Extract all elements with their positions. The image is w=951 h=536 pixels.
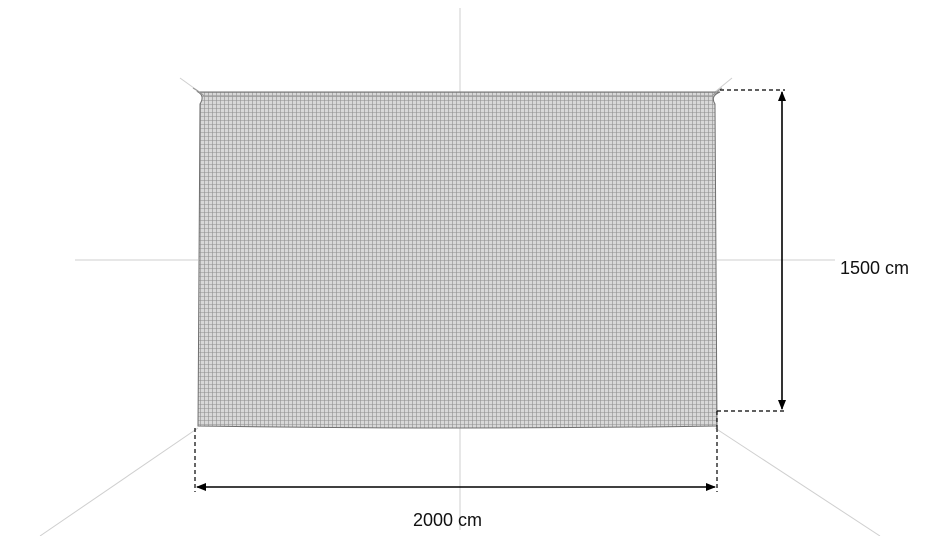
mesh-top-edge <box>192 87 723 97</box>
guide-line-diagonal-bottom-left <box>39 427 199 536</box>
height-dimension-label: 1500 cm <box>840 258 910 278</box>
mesh-sheet <box>196 91 721 429</box>
width-dimension-label: 2000 cm <box>413 510 483 530</box>
width-dimension <box>194 428 718 492</box>
guide-lines <box>39 8 881 536</box>
height-dimension <box>716 89 786 428</box>
guide-line-diagonal-bottom-right <box>714 427 881 536</box>
